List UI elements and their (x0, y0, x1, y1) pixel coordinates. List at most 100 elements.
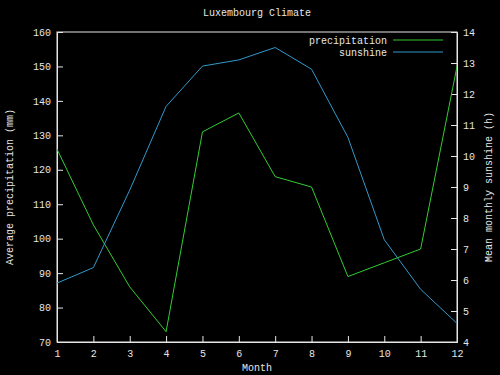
tick-mark (57, 273, 63, 274)
tick-label: 130 (33, 131, 51, 142)
y-axis: 70 80 90 100 110 120 130 140 150 160 (33, 28, 63, 349)
tick-mark (451, 342, 457, 343)
title: Luxembourg Climate (203, 8, 311, 19)
plot-frame (57, 32, 457, 342)
tick: 110 (33, 200, 63, 211)
tick-label: 3 (127, 349, 133, 360)
tick: 100 (33, 234, 63, 245)
tick-mark (57, 32, 63, 33)
tick: 4 (451, 338, 469, 349)
tick: 11 (451, 121, 475, 132)
tick-label: 5 (200, 349, 206, 360)
tick-label: 1 (54, 349, 60, 360)
tick-mark (451, 280, 457, 281)
tick: 9 (451, 183, 469, 194)
tick-mark (312, 336, 313, 342)
tick-label: 8 (309, 349, 315, 360)
tick-mark (57, 101, 63, 102)
tick-mark (451, 63, 457, 64)
tick-mark (166, 336, 167, 342)
tick: 6 (236, 336, 242, 360)
tick-label: 100 (33, 234, 51, 245)
x-axis-title: Month (242, 363, 272, 374)
x-axis-line (58, 336, 458, 343)
tick-mark (57, 66, 63, 67)
tick: 8 (451, 214, 469, 225)
tick-label: 5 (463, 307, 469, 318)
tick: 13 (451, 59, 475, 70)
tick: 120 (33, 165, 63, 176)
tick: 12 (451, 90, 475, 101)
tick: 160 (33, 28, 63, 39)
tick: 11 (415, 336, 427, 360)
tick-label: 10 (379, 349, 391, 360)
tick-label: 6 (463, 276, 469, 287)
tick: 150 (33, 62, 63, 73)
series-line (57, 48, 457, 324)
tick-label: 9 (345, 349, 351, 360)
tick: 5 (200, 336, 206, 360)
tick-label: 11 (415, 349, 427, 360)
tick-mark (451, 218, 457, 219)
tick-mark (451, 187, 457, 188)
tick-label: 2 (91, 349, 97, 360)
y-axis-line (58, 33, 64, 343)
tick: 7 (451, 245, 469, 256)
tick-label: 90 (39, 269, 51, 280)
tick-mark (451, 311, 457, 312)
tick-label: 7 (463, 245, 469, 256)
tick: 7 (273, 336, 279, 360)
tick-label: 12 (463, 90, 475, 101)
tick-label: 150 (33, 62, 51, 73)
tick: 9 (345, 336, 351, 360)
tick-label: 80 (39, 303, 51, 314)
tick-label: 70 (39, 338, 51, 349)
tick: 10 (379, 336, 391, 360)
tick-mark (57, 204, 63, 205)
tick-mark (202, 336, 203, 342)
y2-axis: 4 5 6 7 8 9 10 11 12 13 14 (451, 28, 475, 349)
tick-label: 6 (236, 349, 242, 360)
x-axis: 123456789101112 (54, 336, 463, 360)
tick-label: 160 (33, 28, 51, 39)
tick-mark (451, 125, 457, 126)
tick-mark (275, 336, 276, 342)
tick: 140 (33, 97, 63, 108)
tick: 6 (451, 276, 469, 287)
tick-label: 4 (463, 338, 469, 349)
tick-label: 110 (33, 200, 51, 211)
tick: 14 (451, 28, 475, 39)
tick-label: 8 (463, 214, 469, 225)
tick-mark (451, 32, 457, 33)
tick-mark (384, 336, 385, 342)
tick-label: 7 (273, 349, 279, 360)
legend: precipitationsunshine (309, 36, 443, 59)
tick-mark (239, 336, 240, 342)
tick-mark (348, 336, 349, 342)
tick: 4 (164, 336, 170, 360)
tick: 130 (33, 131, 63, 142)
y2-axis-title: Mean monthly sunshine (h) (484, 112, 495, 262)
tick-mark (421, 336, 422, 342)
tick: 2 (91, 336, 97, 360)
y-axis-title: Average precipitation (mm) (5, 109, 16, 265)
series-line (57, 66, 457, 331)
tick: 90 (39, 269, 63, 280)
tick-mark (57, 308, 63, 309)
legend-swatch (393, 40, 443, 41)
tick-mark (451, 249, 457, 250)
tick-mark (57, 135, 63, 136)
tick: 3 (127, 336, 133, 360)
tick: 10 (451, 152, 475, 163)
tick-label: 10 (463, 152, 475, 163)
tick-label: 13 (463, 59, 475, 70)
tick-mark (57, 239, 63, 240)
tick: 80 (39, 303, 63, 314)
tick: 5 (451, 307, 469, 318)
plot-area (57, 48, 457, 332)
tick-mark (93, 336, 94, 342)
tick-label: 14 (463, 28, 475, 39)
tick-label: 9 (463, 183, 469, 194)
tick-mark (57, 170, 63, 171)
tick-label: 12 (451, 349, 463, 360)
